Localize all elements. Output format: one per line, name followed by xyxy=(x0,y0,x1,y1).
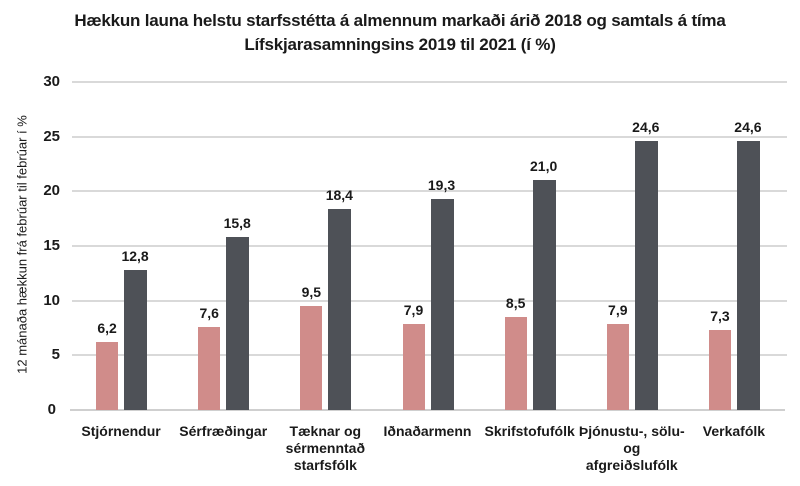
bar-2018 xyxy=(198,326,221,410)
value-label: 24,6 xyxy=(734,119,762,136)
bar-2019-2021 xyxy=(430,198,454,410)
bar-2018 xyxy=(300,306,323,410)
bar-2019-2021 xyxy=(124,270,148,410)
value-label: 7,6 xyxy=(199,304,219,321)
x-tick-label-line: Stjórnendur xyxy=(81,423,161,439)
x-tick-label-line: Verkafólk xyxy=(702,423,766,439)
bar-2018 xyxy=(708,330,731,410)
x-tick-label: Stjórnendur xyxy=(66,423,176,440)
x-tick-label: Þjónustu-, sölu-og afgreiðslufólk xyxy=(577,423,687,474)
x-tick-label-line: og afgreiðslufólk xyxy=(585,440,678,473)
bar-2018 xyxy=(504,317,527,410)
x-tick-label: Tæknar og sérmenntað starfsfólk xyxy=(270,423,380,474)
bar-2019-2021 xyxy=(634,141,658,410)
value-label: 18,4 xyxy=(325,186,353,203)
x-tick-label-line: starfsfólk xyxy=(293,457,357,473)
gridline xyxy=(72,299,787,302)
x-tick-label: Iðnaðarmenn xyxy=(373,423,483,440)
chart-title-line-1: Hækkun launa helstu starfsstétta á almen… xyxy=(74,11,726,30)
gridline xyxy=(72,135,787,138)
value-label: 12,8 xyxy=(121,248,149,265)
y-tick-label: 5 xyxy=(51,346,60,364)
y-tick-label: 0 xyxy=(47,401,56,418)
value-label: 6,2 xyxy=(97,320,117,337)
x-tick-label-line: Þjónustu-, sölu- xyxy=(578,423,685,439)
y-tick-label: 20 xyxy=(43,182,60,200)
value-label: 7,9 xyxy=(403,301,424,318)
value-label: 15,8 xyxy=(223,215,251,232)
x-tick-label-line: sérmenntað xyxy=(285,440,366,456)
value-label: 8,5 xyxy=(505,295,526,312)
gridline xyxy=(72,354,787,357)
x-tick-label-line: Sérfræðingar xyxy=(179,423,268,439)
x-tick-label: Verkafólk xyxy=(679,423,789,440)
gridline xyxy=(72,245,787,247)
bar-2019-2021 xyxy=(226,237,250,410)
bar-2019-2021 xyxy=(532,180,556,410)
y-tick-label: 25 xyxy=(43,127,60,145)
value-label: 7,3 xyxy=(710,308,730,325)
x-tick-label-line: Iðnaðarmenn xyxy=(383,423,472,439)
gridline xyxy=(72,81,787,83)
x-tick-label: Sérfræðingar xyxy=(168,423,278,440)
y-tick-label: 30 xyxy=(43,73,60,90)
x-tick-label-line: Tæknar og xyxy=(289,423,362,439)
x-tick-label-line: Skrifstofufólk xyxy=(484,423,575,439)
value-label: 24,6 xyxy=(632,119,660,136)
value-label: 19,3 xyxy=(427,176,456,193)
chart-title: Hækkun launa helstu starfsstétta á almen… xyxy=(0,9,800,57)
value-label: 7,9 xyxy=(608,301,628,318)
bar-2018 xyxy=(402,323,425,410)
value-label: 9,5 xyxy=(301,284,322,301)
gridline xyxy=(72,190,787,193)
bar-2019-2021 xyxy=(736,141,760,410)
x-tick-label: Skrifstofufólk xyxy=(475,423,585,440)
chart-title-line-2: Lífskjarasamningsins 2019 til 2021 (í %) xyxy=(244,35,556,54)
gridline xyxy=(70,409,785,411)
bar-2018 xyxy=(606,323,629,410)
value-label: 21,0 xyxy=(530,158,558,175)
bar-2019-2021 xyxy=(328,208,352,410)
y-tick-label: 15 xyxy=(43,237,60,254)
bar-2018 xyxy=(96,342,119,410)
y-tick-label: 10 xyxy=(43,291,60,309)
